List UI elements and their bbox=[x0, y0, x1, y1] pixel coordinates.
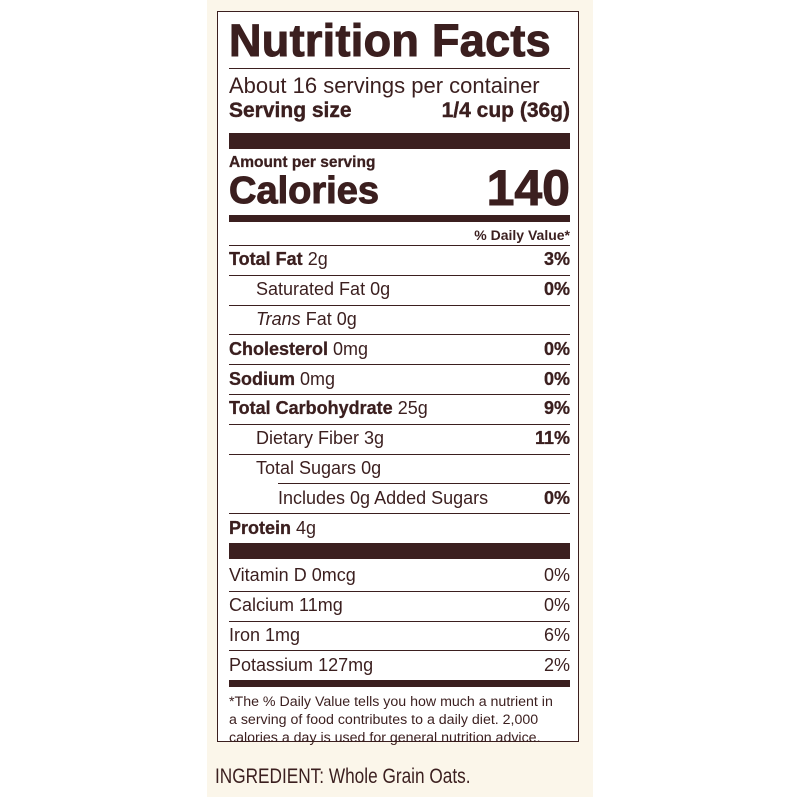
nutrition-facts-label: Nutrition Facts About 16 servings per co… bbox=[217, 11, 579, 746]
footnote-line: *The % Daily Value tells you how much a … bbox=[229, 694, 553, 711]
vitamin-name: Calcium bbox=[229, 595, 295, 616]
nutrient-dv: 0% bbox=[543, 279, 570, 300]
vitamin-name: Vitamin D bbox=[229, 565, 307, 586]
nutrient-dv: 3% bbox=[543, 249, 570, 270]
nutrient-row-saturated-fat: Saturated Fat 0g 0% bbox=[229, 274, 570, 305]
calories-row: Calories 140 bbox=[229, 163, 571, 214]
vitamin-name: Potassium bbox=[229, 654, 314, 675]
nutrient-name: Saturated Fat bbox=[256, 279, 366, 300]
medium-divider bbox=[229, 680, 570, 688]
vitamin-dv: 2% bbox=[543, 654, 570, 675]
vitamin-amount: 0mcg bbox=[311, 565, 356, 586]
calories-label: Calories bbox=[229, 170, 380, 212]
divider bbox=[229, 68, 570, 69]
nutrient-row-dietary-fiber: Dietary Fiber 3g 11% bbox=[229, 423, 570, 454]
calories-value: 140 bbox=[486, 160, 570, 216]
nutrient-name: Total Carbohydrate bbox=[229, 398, 393, 419]
nutrient-amount: 0g bbox=[361, 457, 382, 478]
nutrient-dv: 0% bbox=[543, 338, 570, 359]
nutrient-name: Cholesterol bbox=[229, 338, 329, 359]
nutrient-name: Total Fat bbox=[229, 249, 303, 270]
vitamin-row-iron: Iron 1mg 6% bbox=[229, 620, 570, 651]
serving-size-label: Serving size bbox=[229, 99, 352, 122]
nutrient-name: Dietary Fiber bbox=[256, 428, 360, 449]
nutrient-dv: 0% bbox=[543, 487, 570, 508]
amount-per-serving: Amount per serving bbox=[229, 154, 376, 171]
label-title: Nutrition Facts bbox=[229, 15, 552, 66]
vitamin-dv: 0% bbox=[543, 595, 570, 616]
footnote-line: calories a day is used for general nutri… bbox=[229, 730, 541, 747]
thick-divider bbox=[229, 133, 570, 149]
nutrient-row-total-sugars: Total Sugars 0g bbox=[229, 453, 570, 484]
nutrient-amount: 4g bbox=[296, 517, 317, 538]
nutrient-amount: 0g bbox=[336, 308, 357, 329]
medium-divider bbox=[229, 215, 570, 222]
nutrient-name: Protein bbox=[229, 517, 292, 538]
nutrient-row-sodium: Sodium 0mg 0% bbox=[229, 364, 570, 394]
nutrient-amount: 0mg bbox=[333, 338, 369, 359]
nutrient-row-total-carbohydrate: Total Carbohydrate 25g 9% bbox=[229, 393, 570, 424]
nutrient-name: Includes 0g Added Sugars bbox=[278, 487, 489, 508]
footnote-line: a serving of food contributes to a daily… bbox=[229, 712, 539, 729]
nutrient-name: Total Sugars bbox=[256, 457, 357, 478]
serving-size-value: 1/4 cup (36g) bbox=[441, 99, 570, 122]
nutrient-row-added-sugars: Includes 0g Added Sugars 0% bbox=[229, 483, 570, 513]
daily-value-header: % Daily Value* bbox=[474, 227, 570, 243]
nutrient-row-cholesterol: Cholesterol 0mg 0% bbox=[229, 334, 570, 364]
nutrient-name-rest: Fat bbox=[305, 308, 332, 329]
nutrient-amount: 3g bbox=[364, 428, 385, 449]
nutrient-amount: 0g bbox=[370, 279, 391, 300]
vitamin-row-calcium: Calcium 11mg 0% bbox=[229, 590, 570, 621]
nutrient-amount: 0mg bbox=[300, 368, 336, 389]
vitamin-name: Iron bbox=[229, 624, 261, 645]
footnote: *The % Daily Value tells you how much a … bbox=[229, 693, 570, 747]
vitamin-amount: 127mg bbox=[318, 654, 374, 675]
nutrient-row-protein: Protein 4g bbox=[229, 513, 570, 543]
vitamin-row-potassium: Potassium 127mg 2% bbox=[229, 650, 570, 680]
ingredients: INGREDIENT: Whole Grain Oats. bbox=[215, 765, 471, 788]
vitamin-amount: 11mg bbox=[299, 595, 343, 616]
vitamin-dv: 0% bbox=[543, 565, 570, 586]
nutrient-name: Trans bbox=[256, 308, 301, 329]
nutrient-dv: 0% bbox=[543, 368, 570, 389]
nutrient-amount: 2g bbox=[307, 249, 328, 270]
vitamin-amount: 1mg bbox=[265, 624, 301, 645]
servings-per-container: About 16 servings per container bbox=[229, 73, 540, 98]
nutrient-name: Sodium bbox=[229, 368, 295, 389]
nutrient-row-total-fat: Total Fat 2g 3% bbox=[229, 245, 570, 275]
vitamin-row-vitamin-d: Vitamin D 0mcg 0% bbox=[229, 561, 570, 591]
nutrient-dv: 9% bbox=[543, 398, 570, 419]
thick-divider bbox=[229, 542, 570, 559]
nutrient-amount: 25g bbox=[397, 398, 428, 419]
nutrient-row-trans-fat: Trans Fat 0g bbox=[229, 304, 570, 335]
vitamin-dv: 6% bbox=[543, 624, 570, 645]
nutrient-dv: 11% bbox=[534, 428, 570, 449]
serving-size: Serving size 1/4 cup (36g) bbox=[229, 99, 570, 123]
